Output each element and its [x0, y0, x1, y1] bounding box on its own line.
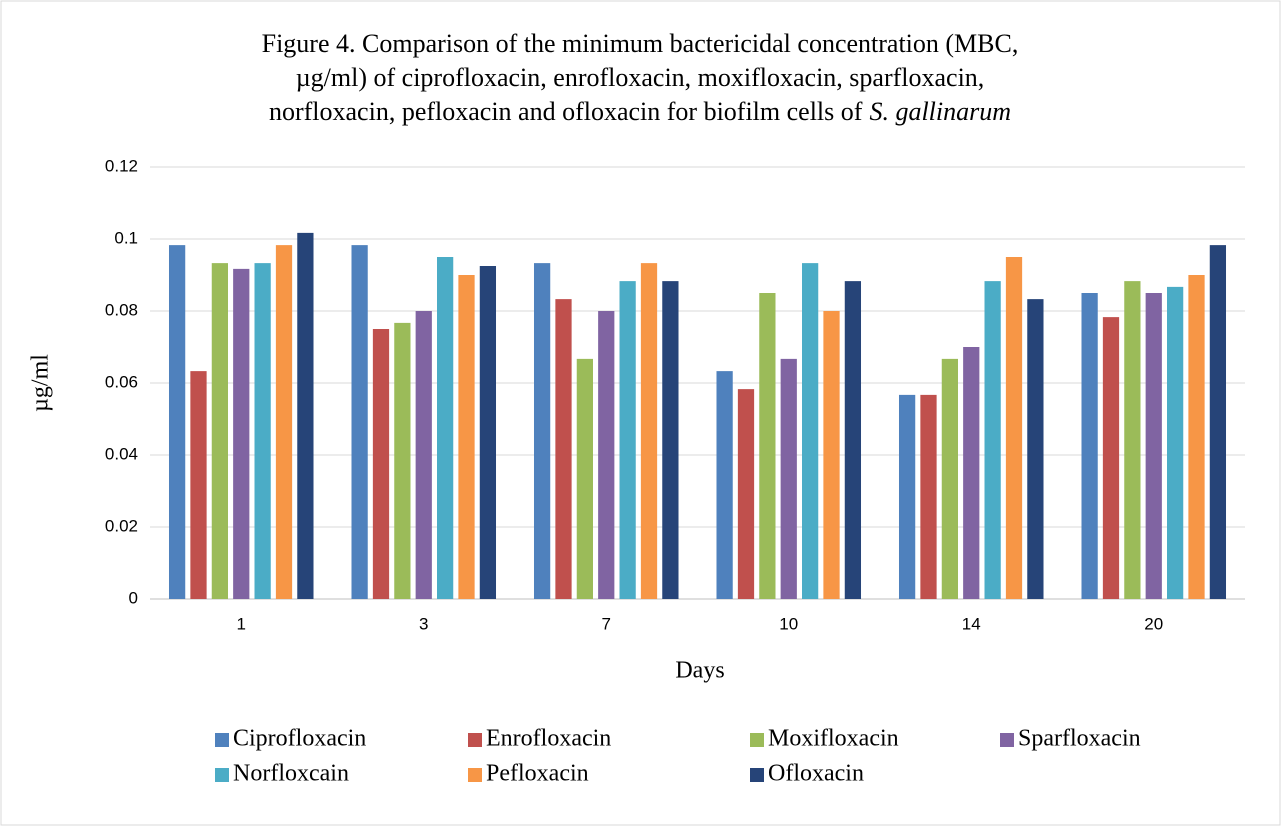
x-tick-label: 7: [602, 614, 611, 633]
x-axis-label: Days: [675, 658, 724, 684]
legend-swatch: [750, 733, 764, 747]
y-axis-label: µg/ml: [28, 354, 54, 412]
legend-swatch: [215, 733, 229, 747]
legend-label: Moxifloxacin: [768, 726, 899, 752]
legend-swatch: [750, 768, 764, 782]
y-tick-label: 0.1: [114, 228, 138, 247]
bar: [394, 322, 411, 599]
bar: [1081, 293, 1098, 599]
x-tick-label: 1: [237, 614, 246, 633]
chart-title: S. gallinarum: [869, 97, 1011, 126]
y-tick-label: 0.02: [105, 516, 138, 535]
chart-title: norfloxacin, pefloxacin and ofloxacin fo…: [269, 97, 863, 126]
legend-swatch: [468, 768, 482, 782]
bar: [555, 299, 572, 599]
bar: [716, 371, 733, 599]
legend-swatch: [215, 768, 229, 782]
bar: [640, 263, 658, 599]
bar: [1188, 275, 1205, 599]
bar: [780, 358, 797, 599]
y-tick-label: 0.12: [105, 156, 138, 175]
legend-label: Sparfloxacin: [1018, 726, 1141, 752]
bar: [211, 263, 228, 599]
chart-title: norfloxacin, pefloxacin and ofloxacin fo…: [269, 97, 1011, 126]
bar: [275, 245, 293, 599]
bar: [941, 358, 958, 599]
bar: [1124, 281, 1141, 599]
y-tick-label: 0.08: [105, 300, 138, 319]
bar: [1145, 293, 1162, 599]
chart-title: Figure 4. Comparison of the minimum bact…: [262, 29, 1019, 58]
bar: [844, 281, 862, 599]
bar: [1027, 299, 1044, 599]
legend-label: Ofloxacin: [768, 761, 864, 787]
bar: [984, 281, 1001, 599]
y-tick-label: 0: [129, 588, 138, 607]
bar: [190, 371, 207, 599]
bar: [254, 263, 271, 599]
bar: [1209, 245, 1227, 599]
bar: [1167, 286, 1184, 599]
bar: [233, 268, 250, 599]
bar: [533, 263, 551, 599]
bar: [415, 311, 432, 599]
bar: [351, 245, 368, 599]
y-tick-label: 0.06: [105, 372, 138, 391]
x-tick-label: 20: [1144, 614, 1163, 633]
legend-swatch: [1000, 733, 1014, 747]
bar: [662, 281, 679, 599]
bar: [802, 263, 819, 599]
bar: [372, 329, 390, 599]
bar: [479, 266, 497, 599]
bar: [759, 293, 776, 599]
legend-label: Norfloxcain: [233, 761, 349, 787]
bar: [437, 257, 454, 599]
x-tick-label: 14: [962, 614, 981, 633]
y-tick-label: 0.04: [105, 444, 138, 463]
bar: [898, 394, 916, 599]
bar: [1102, 317, 1120, 599]
bar: [1005, 257, 1023, 599]
legend-label: Ciprofloxacin: [233, 726, 366, 752]
legend-label: Pefloxacin: [486, 761, 589, 787]
bar: [963, 347, 980, 599]
x-tick-label: 3: [419, 614, 428, 633]
bar: [458, 275, 475, 599]
bar: [619, 281, 636, 599]
bar: [168, 245, 186, 599]
bar: [576, 358, 593, 599]
x-tick-label: 10: [779, 614, 798, 633]
bar: [737, 389, 755, 599]
legend-swatch: [468, 733, 482, 747]
bar: [920, 394, 937, 599]
bar: [297, 232, 314, 599]
legend-label: Enrofloxacin: [486, 726, 611, 752]
chart-title: µg/ml) of ciprofloxacin, enrofloxacin, m…: [296, 63, 985, 92]
bar: [598, 311, 615, 599]
bar: [823, 311, 840, 599]
